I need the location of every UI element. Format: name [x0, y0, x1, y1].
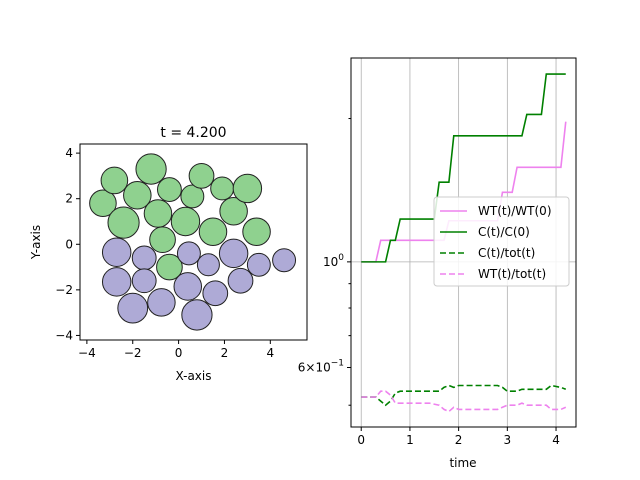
legend: WT(t)/WT(0) C(t)/C(0) C(t)/tot(t) WT(t)/tot… — [433, 196, 570, 287]
particle-1-0 — [101, 237, 132, 267]
scatter-ytick-label: −2 — [55, 283, 73, 297]
timeseries-xtick-label: 3 — [504, 433, 512, 447]
particle-1-14 — [272, 248, 297, 273]
particle-1-10 — [202, 280, 229, 307]
particle-1-11 — [218, 238, 249, 269]
series-line-2 — [361, 384, 567, 407]
scatter-xtick-label: −2 — [124, 346, 142, 360]
particle-0-11 — [188, 163, 215, 189]
particle-1-8 — [181, 299, 213, 331]
legend-box — [433, 196, 570, 287]
particle-1-9 — [196, 253, 220, 277]
particle-0-6 — [157, 177, 182, 203]
particle-0-2 — [107, 206, 140, 239]
particle-1-6 — [176, 241, 201, 266]
particle-0-4 — [135, 153, 167, 185]
series-line-1 — [361, 73, 566, 263]
scatter-ticks: −4 −2 0 2 4 −4 −2 0 2 4 — [55, 146, 274, 360]
scatter-x-axis-label: X-axis — [176, 369, 212, 383]
timeseries-xtick-label: 2 — [455, 433, 463, 447]
particle-0-16 — [242, 217, 271, 247]
particle-0-12 — [198, 217, 228, 247]
legend-label-2: C(t)/tot(t) — [478, 246, 535, 260]
scatter-ytick-label: 0 — [65, 237, 73, 251]
scatter-frame — [79, 143, 308, 341]
particle-0-7 — [149, 226, 176, 254]
timeseries-frame — [350, 57, 577, 428]
scatter-xtick-label: 4 — [266, 346, 274, 360]
scatter-xtick-label: 2 — [221, 346, 229, 360]
scatter-panel: −4 −2 0 2 4 −4 −2 0 2 4 t = 4.200 X-axis Y-axis — [29, 125, 308, 383]
particle-1-7 — [173, 272, 203, 301]
scatter-title: t = 4.200 — [160, 125, 226, 141]
scatter-ytick-label: −4 — [55, 328, 73, 342]
legend-label-0: WT(t)/WT(0) — [478, 204, 552, 218]
particle-0-15 — [232, 173, 263, 204]
particle-1-13 — [246, 252, 271, 277]
particle-0-5 — [143, 199, 173, 228]
scatter-xtick-label: 0 — [175, 346, 183, 360]
series-line-3 — [361, 390, 567, 413]
bubble-layer — [89, 153, 297, 331]
particle-0-10 — [180, 184, 205, 209]
particle-0-3 — [123, 181, 152, 210]
scatter-y-axis-label: Y-axis — [29, 225, 43, 260]
particle-1-3 — [131, 245, 157, 271]
particle-0-8 — [156, 253, 183, 281]
legend-label-1: C(t)/C(0) — [478, 225, 530, 239]
timeseries-x-axis-label: time — [449, 456, 476, 470]
timeseries-xtick-label: 1 — [406, 433, 414, 447]
scatter-ytick-label: 4 — [65, 146, 73, 160]
particle-0-14 — [219, 196, 248, 226]
particle-1-2 — [117, 292, 149, 324]
timeseries-xtick-label: 4 — [552, 433, 560, 447]
particle-1-12 — [227, 267, 254, 294]
timeseries-xtick-label: 0 — [357, 433, 365, 447]
particle-0-0 — [89, 189, 117, 218]
scatter-ytick-label: 2 — [65, 192, 73, 206]
scatter-xtick-label: −4 — [78, 346, 96, 360]
particle-0-9 — [170, 206, 201, 237]
legend-items: WT(t)/WT(0) C(t)/C(0) C(t)/tot(t) WT(t)/tot… — [440, 204, 552, 281]
particle-1-5 — [147, 288, 176, 317]
particle-0-13 — [210, 176, 235, 201]
particle-1-4 — [131, 268, 157, 294]
particle-1-1 — [101, 267, 132, 297]
particle-0-1 — [100, 166, 129, 195]
legend-label-3: WT(t)/tot(t) — [478, 267, 546, 281]
